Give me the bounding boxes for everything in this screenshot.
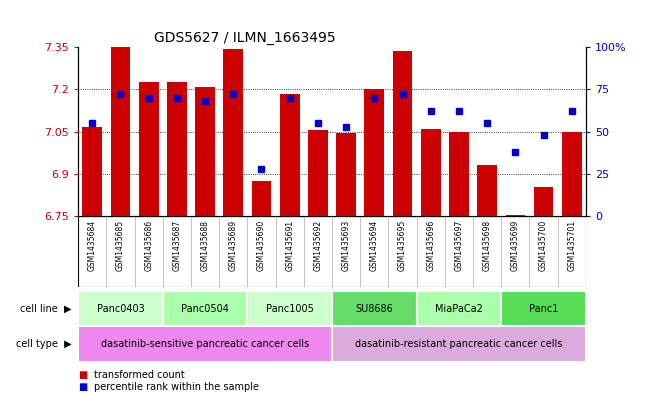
Bar [223,49,243,216]
Bar [393,51,412,216]
Bar [336,133,356,216]
Text: GSM1435690: GSM1435690 [257,220,266,271]
Text: GSM1435693: GSM1435693 [342,220,351,271]
Bar [139,83,159,216]
Text: ■: ■ [78,370,87,380]
Text: Panc0403: Panc0403 [96,303,145,314]
Bar [82,127,102,216]
Text: GSM1435691: GSM1435691 [285,220,294,271]
Bar [247,291,332,326]
Bar [477,165,497,216]
Text: GSM1435695: GSM1435695 [398,220,407,271]
Bar [501,291,586,326]
Text: transformed count: transformed count [94,370,185,380]
Text: GSM1435694: GSM1435694 [370,220,379,271]
Text: GSM1435685: GSM1435685 [116,220,125,271]
Text: percentile rank within the sample: percentile rank within the sample [94,382,259,392]
Text: GSM1435688: GSM1435688 [201,220,210,271]
Text: GSM1435696: GSM1435696 [426,220,436,271]
Text: GSM1435687: GSM1435687 [173,220,182,271]
Text: GSM1435698: GSM1435698 [482,220,492,271]
Bar [332,326,586,362]
Text: dasatinib-sensitive pancreatic cancer cells: dasatinib-sensitive pancreatic cancer ce… [101,339,309,349]
Bar [167,83,187,216]
Bar [195,86,215,216]
Text: ■: ■ [78,382,87,392]
Bar [365,89,384,216]
Bar [280,94,299,216]
Text: Panc1005: Panc1005 [266,303,314,314]
Text: SU8686: SU8686 [355,303,393,314]
Bar [562,132,581,216]
Bar [505,215,525,216]
Text: GSM1435692: GSM1435692 [313,220,322,271]
Text: GSM1435689: GSM1435689 [229,220,238,271]
Text: GSM1435701: GSM1435701 [567,220,576,271]
Text: MiaPaCa2: MiaPaCa2 [435,303,483,314]
Text: Panc1: Panc1 [529,303,559,314]
Bar [534,187,553,216]
Bar [308,130,327,216]
Text: GSM1435686: GSM1435686 [144,220,153,271]
Bar [78,291,163,326]
Text: GSM1435700: GSM1435700 [539,220,548,271]
Text: GDS5627 / ILMN_1663495: GDS5627 / ILMN_1663495 [154,31,336,45]
Text: GSM1435699: GSM1435699 [511,220,520,271]
Text: cell type  ▶: cell type ▶ [16,339,72,349]
Bar [449,132,469,216]
Text: Panc0504: Panc0504 [181,303,229,314]
Bar [417,291,501,326]
Text: GSM1435697: GSM1435697 [454,220,464,271]
Bar [251,181,271,216]
Text: GSM1435684: GSM1435684 [88,220,97,271]
Bar [163,291,247,326]
Bar [332,291,417,326]
Bar [111,47,130,216]
Text: dasatinib-resistant pancreatic cancer cells: dasatinib-resistant pancreatic cancer ce… [355,339,562,349]
Bar [421,129,441,216]
Bar [78,326,332,362]
Text: cell line  ▶: cell line ▶ [20,303,72,314]
